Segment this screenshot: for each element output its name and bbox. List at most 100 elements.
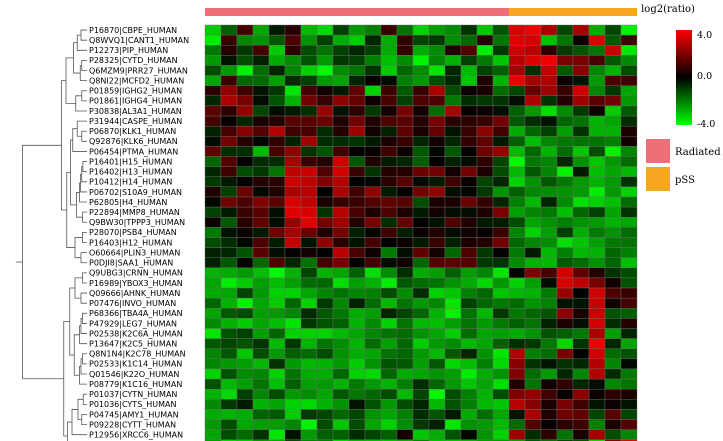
dendrogram-branch xyxy=(63,321,70,437)
heatmap-cell xyxy=(268,388,286,400)
heatmap-cell xyxy=(284,328,302,339)
heatmap-cell xyxy=(380,328,398,339)
heatmap-cell xyxy=(364,368,382,380)
heatmap-cell xyxy=(492,368,510,380)
heatmap-cell xyxy=(588,338,606,349)
heatmap-cell xyxy=(284,156,302,167)
heatmap-cell xyxy=(540,399,558,410)
heatmap-cell xyxy=(316,176,334,188)
heatmap-cell xyxy=(540,338,558,349)
heatmap-cell xyxy=(412,206,430,218)
heatmap-cell xyxy=(428,115,446,127)
heatmap-cell xyxy=(252,217,270,228)
heatmap-cell xyxy=(268,105,286,117)
heatmap-cell xyxy=(508,115,526,127)
heatmap-cell xyxy=(572,308,590,319)
heatmap-cell xyxy=(204,156,222,167)
heatmap-cell xyxy=(540,297,558,309)
heatmap-cell xyxy=(204,24,222,36)
heatmap-cell xyxy=(380,45,398,56)
heatmap-cell xyxy=(572,196,590,208)
heatmap-cell xyxy=(300,399,318,410)
heatmap-cell xyxy=(332,24,350,36)
heatmap-cell xyxy=(236,277,254,289)
heatmap-cell xyxy=(524,247,542,258)
heatmap-cell xyxy=(604,267,622,279)
heatmap-cell xyxy=(508,125,526,137)
heatmap-cell xyxy=(396,217,414,228)
row-label: Q01546|K22O_HUMAN xyxy=(89,370,179,379)
heatmap-cell xyxy=(476,348,494,360)
heatmap-cell xyxy=(396,308,414,319)
heatmap-cell xyxy=(220,348,238,360)
heatmap-cell xyxy=(588,287,606,299)
row-label: Q8N1N4|K2C78_HUMAN xyxy=(89,350,186,359)
heatmap-cell xyxy=(332,237,350,248)
heatmap-cell xyxy=(364,156,382,167)
heatmap-cell xyxy=(268,297,286,309)
heatmap-cell xyxy=(412,237,430,248)
heatmap-cell xyxy=(588,318,606,329)
heatmap-cell xyxy=(460,429,478,440)
heatmap-cell xyxy=(396,105,414,117)
heatmap-cell xyxy=(572,247,590,258)
heatmap-cell xyxy=(444,206,462,218)
heatmap-cell xyxy=(268,277,286,289)
row-label: P01036|CYTS_HUMAN xyxy=(89,400,177,409)
heatmap-cell xyxy=(348,45,366,56)
heatmap-cell xyxy=(620,95,638,107)
heatmap-cell xyxy=(524,318,542,329)
heatmap-cell xyxy=(412,409,430,420)
heatmap-cell xyxy=(348,368,366,380)
heatmap-cell xyxy=(252,318,270,329)
heatmap-cell xyxy=(572,388,590,400)
heatmap-cell xyxy=(396,257,414,268)
heatmap-cell xyxy=(444,368,462,380)
heatmap-cell xyxy=(428,95,446,107)
heatmap-cell xyxy=(460,439,478,441)
heatmap-cell xyxy=(220,237,238,248)
heatmap-cell xyxy=(204,368,222,380)
row-label: P13647|K2C5_HUMAN xyxy=(89,340,177,349)
heatmap-cell xyxy=(556,287,574,299)
heatmap-cell xyxy=(588,247,606,258)
heatmap-cell xyxy=(444,308,462,319)
heatmap-cell xyxy=(444,409,462,420)
color-scale-tick-mid: 0.0 xyxy=(697,71,712,82)
heatmap-cell xyxy=(332,75,350,86)
heatmap-cell xyxy=(252,297,270,309)
heatmap-cell xyxy=(572,348,590,360)
heatmap-cell xyxy=(428,186,446,198)
heatmap-cell xyxy=(412,257,430,268)
heatmap-cell xyxy=(428,196,446,208)
heatmap-cell xyxy=(428,176,446,188)
heatmap-cell xyxy=(332,439,350,441)
heatmap-cell xyxy=(380,348,398,360)
heatmap-cell xyxy=(380,338,398,349)
heatmap-cell xyxy=(380,55,398,66)
heatmap-cell xyxy=(252,348,270,360)
heatmap-cell xyxy=(588,186,606,198)
heatmap-cell xyxy=(588,419,606,430)
heatmap-cell xyxy=(556,399,574,410)
heatmap-cell xyxy=(204,166,222,177)
heatmap-cell xyxy=(604,136,622,147)
heatmap-cell xyxy=(508,348,526,360)
heatmap-cell xyxy=(204,217,222,228)
heatmap-cell xyxy=(364,34,382,46)
heatmap-cell xyxy=(284,399,302,410)
heatmap-cell xyxy=(492,358,510,370)
heatmap-cell xyxy=(220,358,238,370)
heatmap-cell xyxy=(620,338,638,349)
heatmap-cell xyxy=(620,308,638,319)
heatmap-cell xyxy=(444,105,462,117)
heatmap-cell xyxy=(396,227,414,238)
heatmap-cell xyxy=(236,166,254,177)
heatmap-cell xyxy=(412,136,430,147)
heatmap-cell xyxy=(252,429,270,440)
heatmap-cell xyxy=(332,55,350,66)
heatmap-cell xyxy=(332,287,350,299)
heatmap-cell xyxy=(620,105,638,117)
heatmap-cell xyxy=(412,399,430,410)
heatmap-cell xyxy=(556,136,574,147)
